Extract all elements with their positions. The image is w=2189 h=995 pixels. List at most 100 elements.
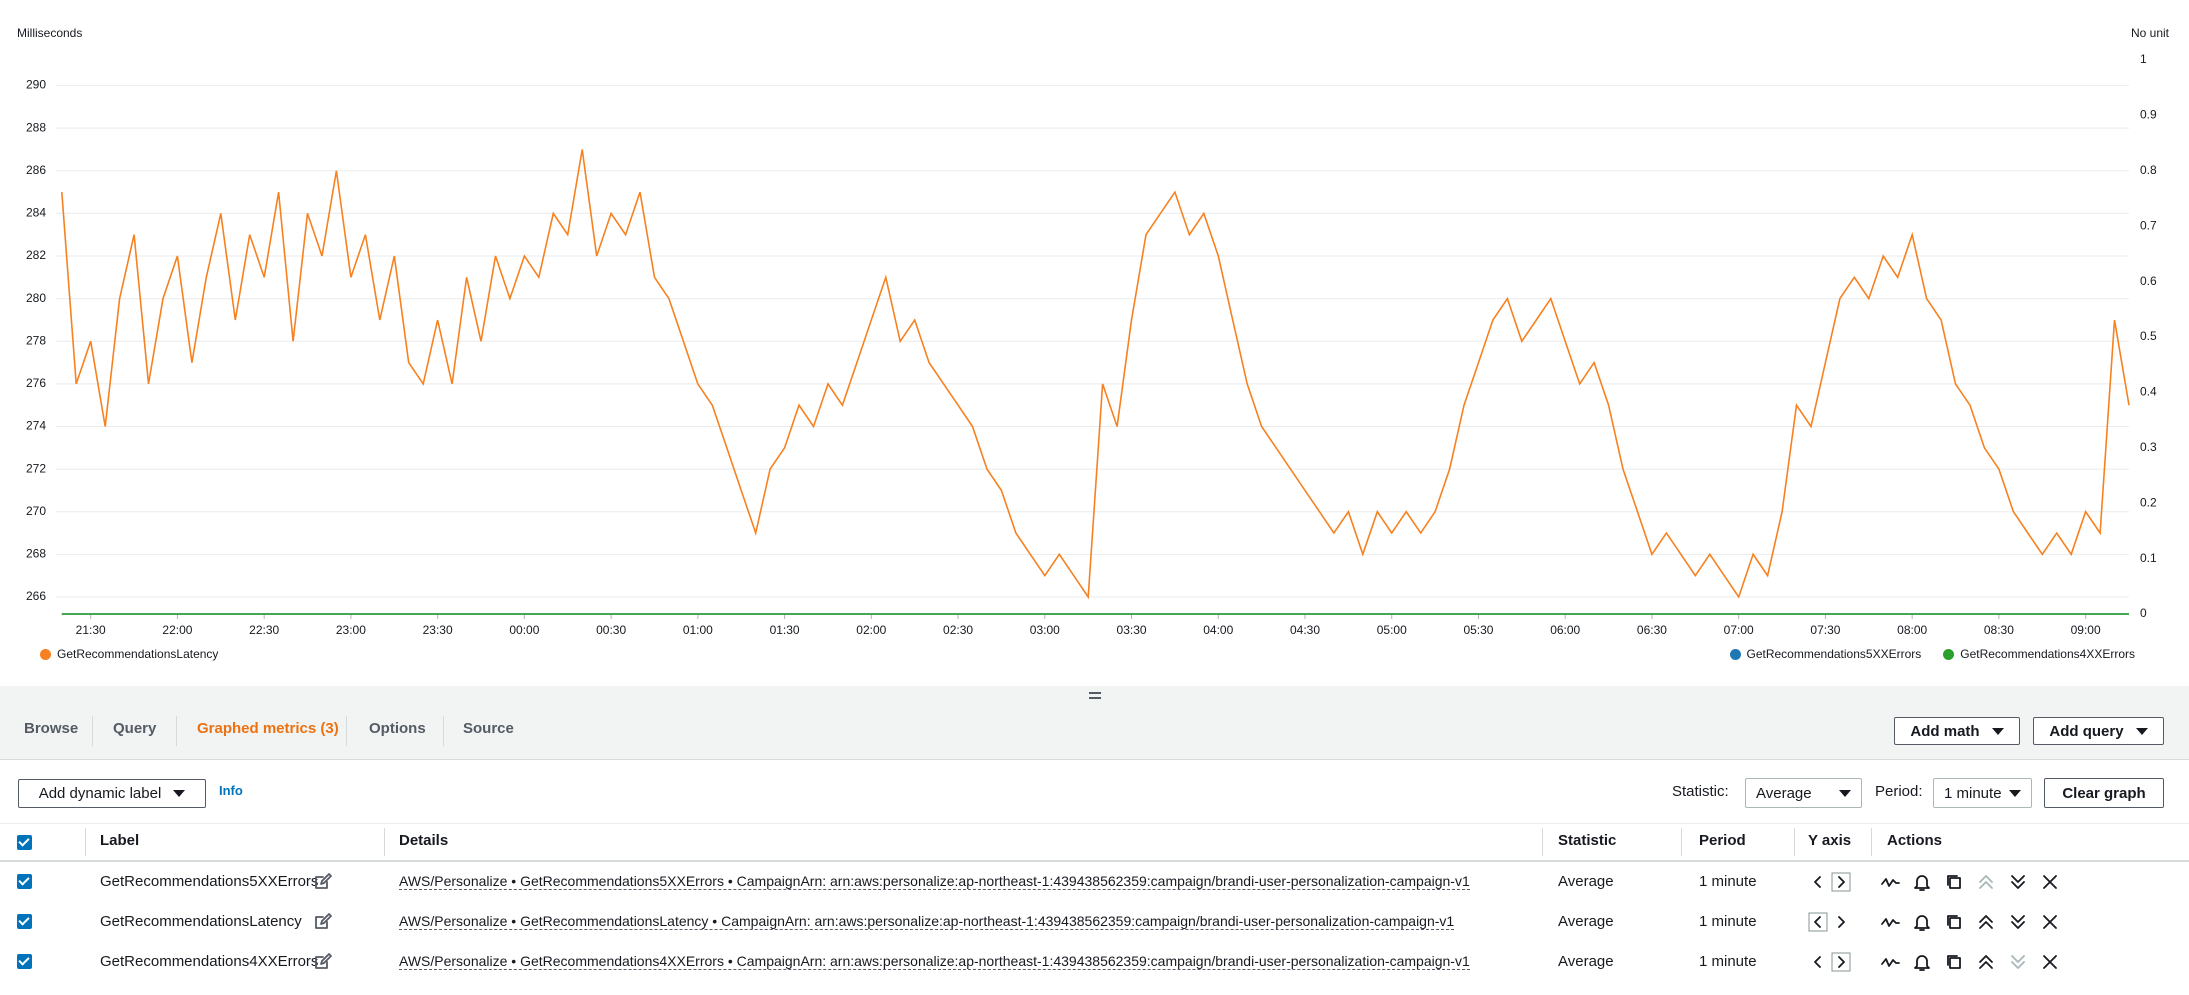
move-up-icon[interactable] — [1976, 952, 1996, 972]
alarm-icon[interactable] — [1912, 872, 1932, 892]
math-icon[interactable] — [1880, 912, 1900, 932]
edit-label-icon[interactable] — [312, 912, 332, 932]
alarm-icon[interactable] — [1912, 952, 1932, 972]
x-tick-label: 06:30 — [1637, 623, 1667, 637]
duplicate-icon[interactable] — [1944, 872, 1964, 892]
x-tick-label: 00:00 — [509, 623, 539, 637]
column-separator — [1794, 828, 1795, 856]
y-axis-right[interactable] — [1831, 912, 1851, 932]
math-icon[interactable] — [1880, 952, 1900, 972]
legend-item: GetRecommendationsLatency — [40, 647, 218, 661]
y-tick-label: 266 — [26, 589, 46, 603]
add-query-button[interactable]: Add query — [2033, 717, 2164, 745]
y2-tick-label: 0.1 — [2140, 551, 2157, 565]
move-down-icon[interactable] — [2008, 912, 2028, 932]
y2-tick-label: 0.9 — [2140, 108, 2157, 122]
row-period[interactable]: 1 minute — [1699, 873, 1757, 890]
x-tick-label: 05:00 — [1377, 623, 1407, 637]
button-label: Add query — [2049, 722, 2124, 740]
y2-tick-label: 0.3 — [2140, 440, 2157, 454]
column-separator — [1681, 828, 1682, 856]
x-tick-label: 01:30 — [770, 623, 800, 637]
y-axis-left[interactable] — [1808, 872, 1828, 892]
y-axis-right[interactable] — [1831, 952, 1851, 972]
x-tick-label: 21:30 — [76, 623, 106, 637]
tab-separator — [176, 716, 177, 746]
remove-icon[interactable] — [2040, 872, 2060, 892]
move-up-icon[interactable] — [1976, 912, 1996, 932]
tab[interactable]: Query — [113, 720, 157, 737]
x-tick-label: 07:30 — [1810, 623, 1840, 637]
button-label: Clear graph — [2062, 784, 2146, 802]
row-period[interactable]: 1 minute — [1699, 913, 1757, 930]
y-tick-label: 288 — [26, 120, 46, 134]
remove-icon[interactable] — [2040, 952, 2060, 972]
duplicate-icon[interactable] — [1944, 912, 1964, 932]
y-tick-label: 290 — [26, 78, 46, 92]
chart: Milliseconds No unit 266 268 270 272 274 276 2… — [17, 26, 2170, 638]
y-tick-label: 274 — [26, 419, 46, 433]
y2-tick-label: 0.2 — [2140, 495, 2157, 509]
select-all-checkbox[interactable] — [17, 835, 32, 850]
x-tick-label: 22:30 — [249, 623, 279, 637]
tab[interactable]: Source — [463, 720, 514, 737]
series-line — [61, 149, 2130, 600]
remove-icon[interactable] — [2040, 912, 2060, 932]
x-tick-label: 08:00 — [1897, 623, 1927, 637]
row-label: GetRecommendationsLatency — [100, 913, 302, 930]
row-label: GetRecommendations4XXErrors — [100, 953, 319, 970]
move-down-icon[interactable] — [2008, 872, 2028, 892]
y2-tick-label: 0.7 — [2140, 218, 2157, 232]
y-axis-right[interactable] — [1831, 872, 1851, 892]
legend-right: GetRecommendations5XXErrors GetRecommenda… — [1729, 647, 2135, 661]
row-statistic[interactable]: Average — [1558, 913, 1614, 930]
row-checkbox[interactable] — [17, 874, 32, 889]
x-tick-label: 08:30 — [1984, 623, 2014, 637]
row-statistic[interactable]: Average — [1558, 873, 1614, 890]
tab[interactable]: Options — [369, 720, 426, 737]
y2-tick-label: 1 — [2140, 52, 2147, 66]
x-tick-label: 07:00 — [1724, 623, 1754, 637]
x-tick-label: 09:00 — [2071, 623, 2101, 637]
column-header: Details — [399, 832, 449, 849]
x-tick-label: 04:30 — [1290, 623, 1320, 637]
move-down-icon[interactable] — [2008, 952, 2028, 972]
row-period[interactable]: 1 minute — [1699, 953, 1757, 970]
period-select[interactable]: 1 minute — [1933, 778, 2032, 808]
y-tick-label: 272 — [26, 461, 46, 475]
move-up-icon[interactable] — [1976, 872, 1996, 892]
statistic-select[interactable]: Average — [1745, 778, 1862, 808]
row-checkbox[interactable] — [17, 914, 32, 929]
column-separator — [384, 828, 385, 856]
x-tick-label: 02:30 — [943, 623, 973, 637]
column-header: Label — [100, 832, 140, 849]
y-tick-label: 286 — [26, 163, 46, 177]
x-tick-label: 00:30 — [596, 623, 626, 637]
alarm-icon[interactable] — [1912, 912, 1932, 932]
edit-label-icon[interactable] — [312, 952, 332, 972]
row-statistic[interactable]: Average — [1558, 953, 1614, 970]
row-label: GetRecommendations5XXErrors — [100, 873, 319, 890]
clear-graph-button[interactable]: Clear graph — [2044, 778, 2164, 808]
math-icon[interactable] — [1880, 872, 1900, 892]
tab-separator — [443, 716, 444, 746]
tab[interactable]: Browse — [24, 720, 79, 737]
y-axis-left[interactable] — [1808, 952, 1828, 972]
button-label: Add dynamic label — [38, 785, 162, 802]
tab[interactable]: Graphed metrics (3) — [197, 720, 339, 737]
x-tick-label: 03:00 — [1030, 623, 1060, 637]
edit-label-icon[interactable] — [312, 872, 332, 892]
add-dynamic-label-button[interactable]: Add dynamic label — [18, 779, 206, 808]
info-link[interactable]: Info — [219, 783, 243, 798]
x-tick-label: 23:00 — [336, 623, 366, 637]
legend-label: GetRecommendations5XXErrors — [1746, 647, 1922, 661]
resize-bar[interactable] — [0, 686, 2189, 704]
duplicate-icon[interactable] — [1944, 952, 1964, 972]
tab-separator — [92, 716, 93, 746]
y2-tick-label: 0.5 — [2140, 329, 2157, 343]
y-tick-label: 278 — [26, 333, 46, 347]
y2-axis-label: No unit — [2131, 26, 2170, 40]
y-axis-left[interactable] — [1808, 912, 1828, 932]
row-checkbox[interactable] — [17, 954, 32, 969]
add-math-button[interactable]: Add math — [1894, 717, 2020, 745]
